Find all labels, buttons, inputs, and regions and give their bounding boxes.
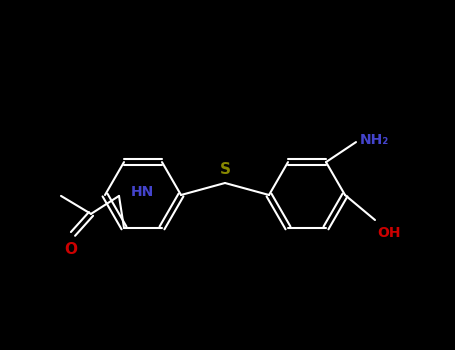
- Text: S: S: [219, 162, 231, 177]
- Text: HN: HN: [131, 185, 154, 199]
- Text: NH₂: NH₂: [360, 133, 389, 147]
- Text: OH: OH: [377, 226, 400, 240]
- Text: O: O: [65, 242, 77, 257]
